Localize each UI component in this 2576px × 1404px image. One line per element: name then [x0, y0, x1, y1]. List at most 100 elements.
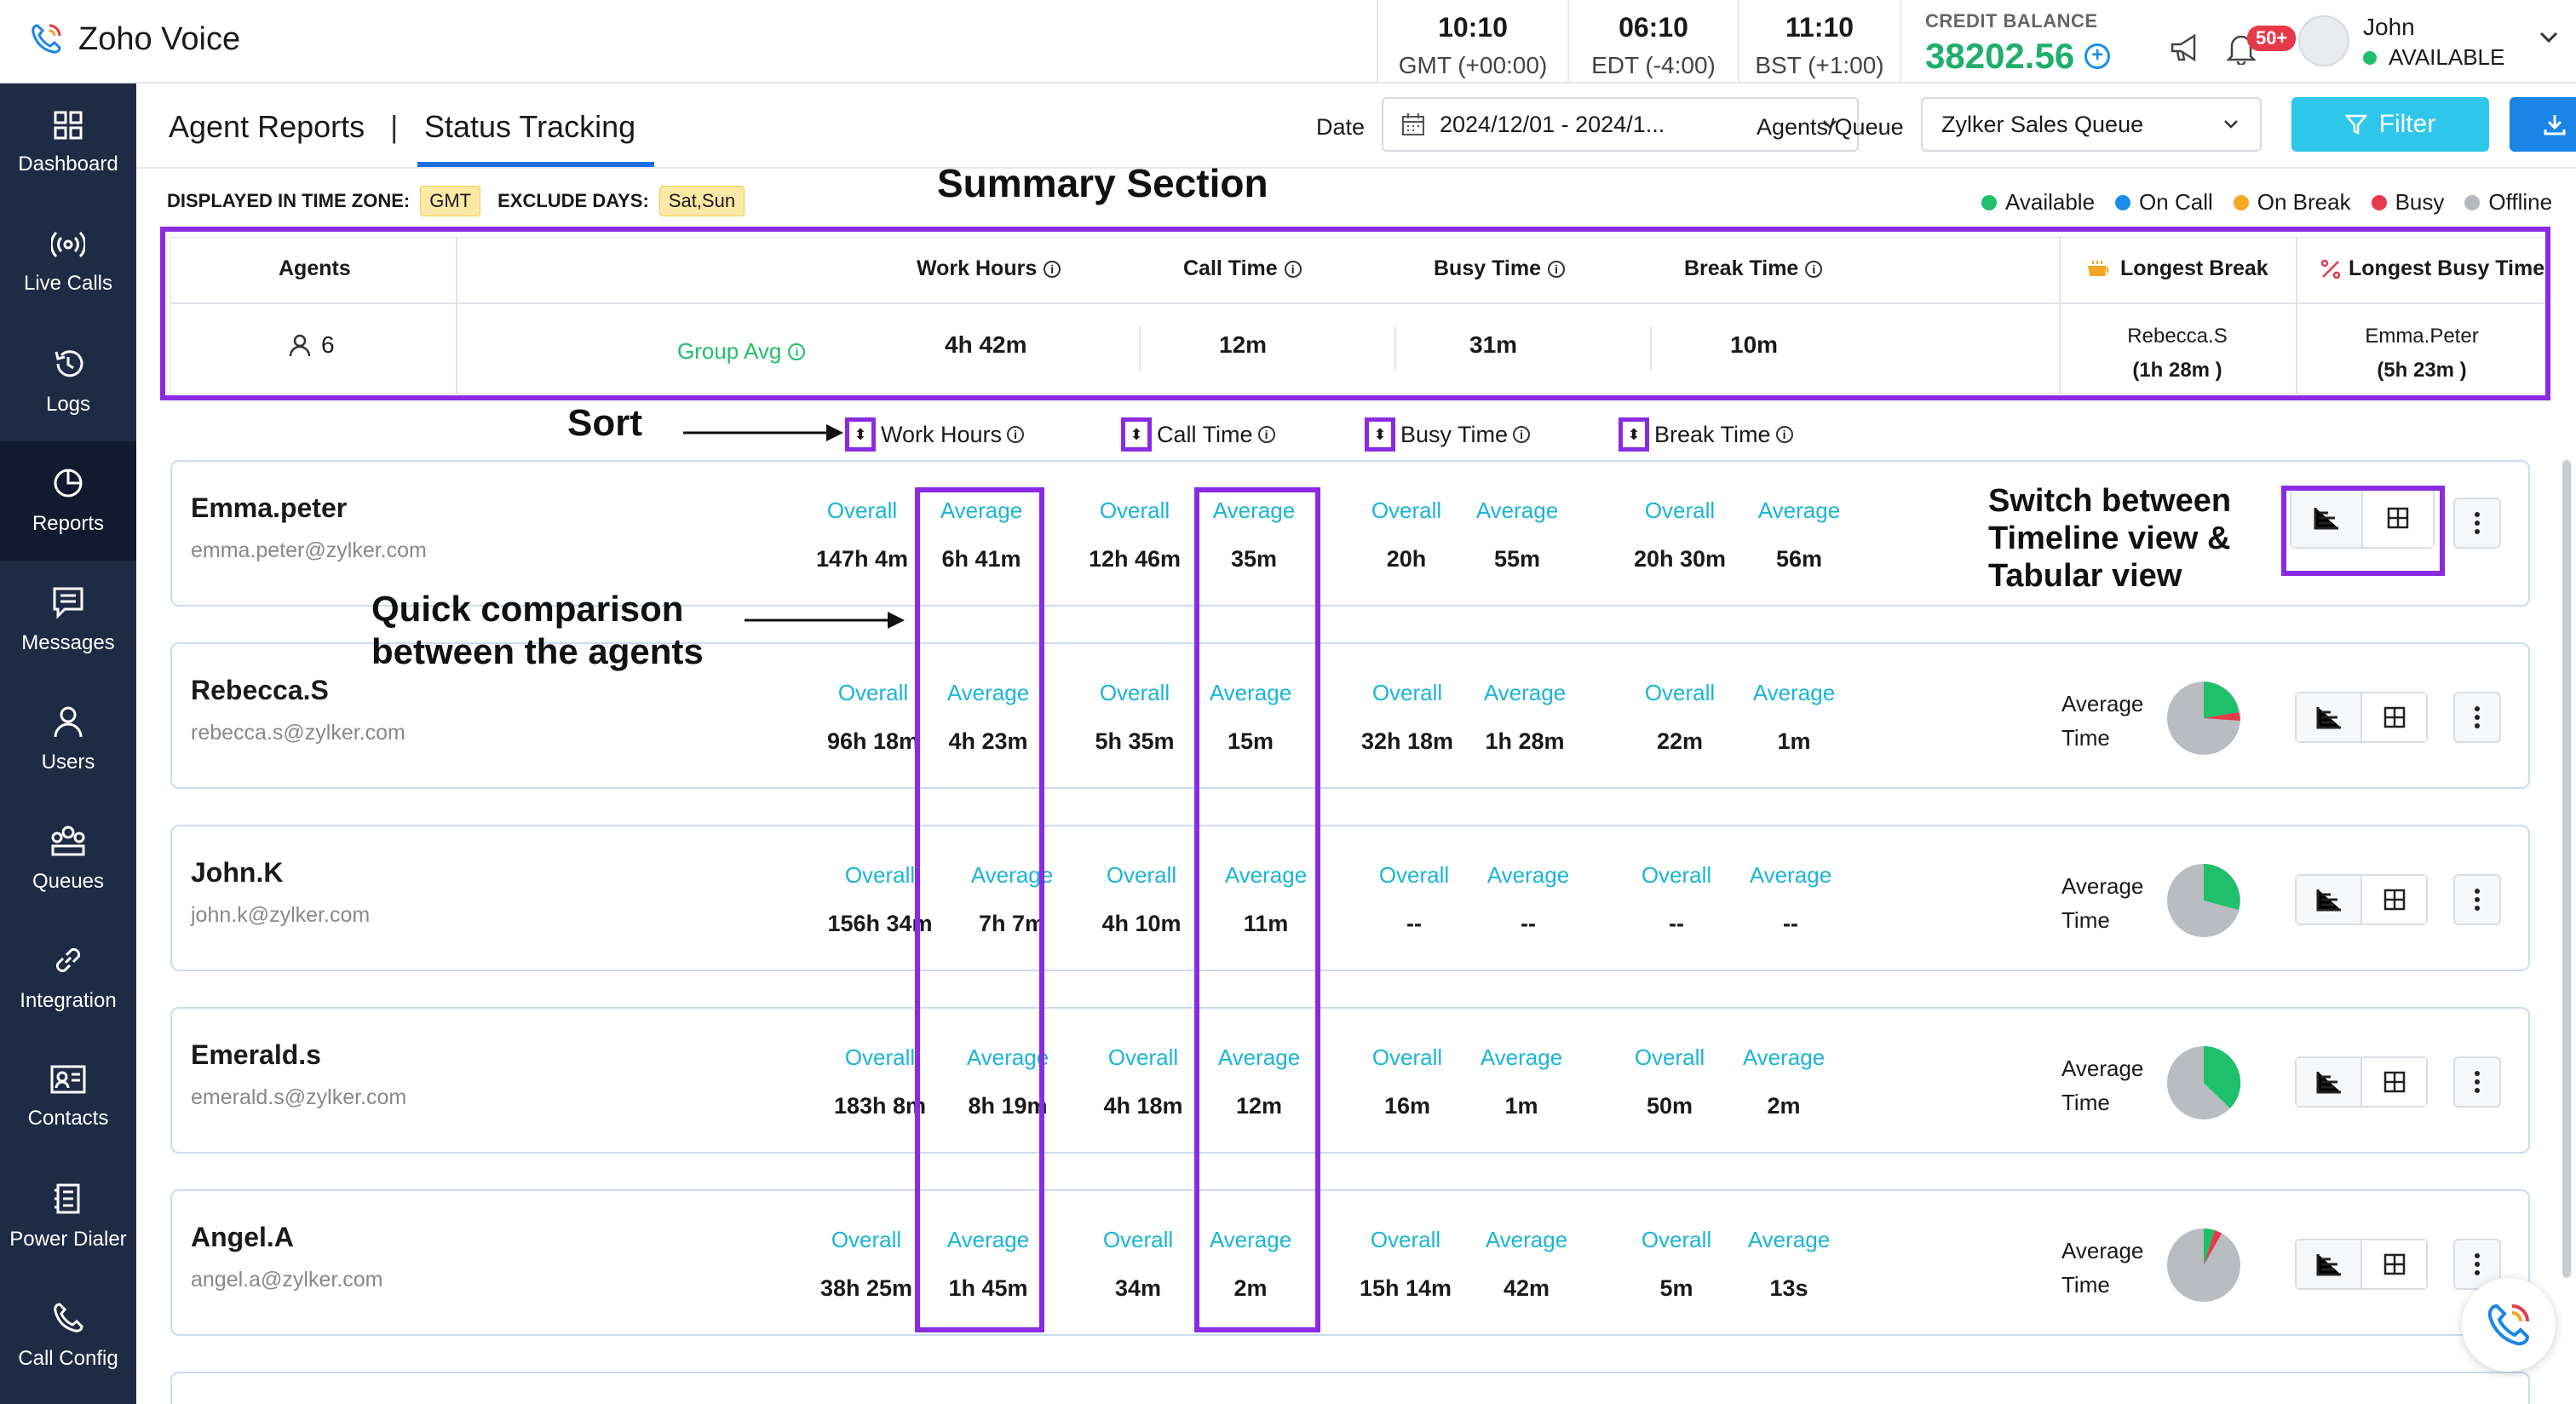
credit-amount: 38202.56 — [1925, 36, 2075, 76]
status-pie-chart[interactable] — [2165, 680, 2242, 757]
info-icon[interactable]: i — [1513, 426, 1531, 443]
group-avg-work-hours: 4h 42m — [945, 331, 1027, 358]
sort-busy-time[interactable]: ⬍ Busy Time i — [1365, 417, 1531, 452]
info-icon[interactable]: i — [1007, 426, 1025, 443]
sort-icon[interactable]: ⬍ — [1365, 417, 1395, 452]
dialer-fab-button[interactable] — [2462, 1278, 2556, 1372]
longest-busy-value: Emma.Peter (5h 23m ) — [2296, 319, 2548, 388]
agent-card[interactable]: Angel.A angel.a@zylker.com Overall 38h 25… — [170, 1189, 2530, 1336]
value: 5m — [1659, 1275, 1693, 1301]
sort-icon[interactable]: ⬍ — [1121, 417, 1152, 452]
sidebar-item-messages[interactable]: Messages — [0, 561, 136, 680]
busy-average: Average 42m — [1467, 1227, 1586, 1302]
annotation-line: Quick comparison — [371, 589, 684, 629]
queue-select[interactable]: Zylker Sales Queue — [1921, 97, 2262, 152]
avatar[interactable] — [2298, 15, 2349, 66]
agent-card[interactable]: Emerald.s emerald.s@zylker.com Overall 18… — [170, 1007, 2530, 1154]
more-options-button[interactable] — [2453, 692, 2501, 743]
more-options-button[interactable] — [2453, 874, 2501, 925]
sidebar-item-power-dialer[interactable]: Power Dialer — [0, 1157, 136, 1276]
tabular-view-button[interactable] — [2361, 489, 2433, 547]
timeline-view-button[interactable] — [2297, 693, 2360, 741]
clock-time: 10:10 — [1438, 12, 1508, 43]
status-pie-chart[interactable] — [2165, 1044, 2242, 1121]
queues-icon — [51, 826, 85, 856]
timeline-view-button[interactable] — [2297, 876, 2360, 924]
sidebar-item-label: Integration — [20, 989, 117, 1012]
label: Average — [1747, 1227, 1831, 1252]
announcement-icon[interactable] — [2169, 32, 2203, 63]
sidebar-item-contacts[interactable]: Contacts — [0, 1038, 136, 1157]
legend-dot — [2371, 194, 2387, 210]
tabular-view-button[interactable] — [2360, 876, 2426, 924]
sidebar-item-integration[interactable]: Integration — [0, 918, 136, 1038]
annotation-line: Timeline view & — [1988, 521, 2231, 556]
user-status[interactable]: AVAILABLE — [2363, 44, 2504, 71]
sort-call-time[interactable]: ⬍ Call Time i — [1121, 417, 1275, 452]
agent-email: rebecca.s@zylker.com — [191, 721, 405, 745]
date-range-picker[interactable]: 2024/12/01 - 2024/1... — [1382, 97, 1859, 152]
user-icon — [289, 334, 311, 357]
filter-button[interactable]: Filter — [2291, 97, 2489, 152]
value: 15m — [1227, 728, 1274, 754]
label-line: Time — [2061, 907, 2110, 933]
info-icon[interactable]: i — [1775, 426, 1793, 443]
tabular-view-button[interactable] — [2360, 1240, 2426, 1288]
info-icon[interactable]: i — [1805, 260, 1823, 278]
agent-card[interactable]: John.K john.k@zylker.com Overall 156h 34m… — [170, 825, 2530, 971]
legend-item-offline: Offline — [2464, 189, 2552, 216]
agent-card[interactable] — [170, 1372, 2530, 1404]
tab-status-tracking[interactable]: Status Tracking — [424, 109, 636, 144]
tabular-view-button[interactable] — [2360, 693, 2426, 741]
sidebar-item-label: Messages — [21, 631, 115, 654]
group-avg-break-time: 10m — [1730, 331, 1779, 358]
chevron-down-icon[interactable] — [2539, 31, 2559, 44]
sort-icon[interactable]: ⬍ — [845, 417, 876, 452]
agent-card[interactable]: Emma.peter emma.peter@zylker.com Overall… — [170, 460, 2530, 607]
value: 38h 25m — [819, 1275, 913, 1301]
call-average: Average 15m — [1191, 680, 1310, 755]
sidebar-item-reports[interactable]: Reports — [0, 441, 136, 561]
download-button[interactable] — [2510, 97, 2576, 152]
info-icon[interactable]: i — [1547, 260, 1565, 278]
legend-item-on-call: On Call — [2115, 189, 2213, 216]
timeline-view-button[interactable] — [2291, 489, 2361, 547]
label: Average — [1483, 680, 1567, 705]
more-options-button[interactable] — [2453, 498, 2501, 549]
sort-icon[interactable]: ⬍ — [1619, 417, 1649, 452]
sidebar-item-queues[interactable]: Queues — [0, 799, 136, 918]
app-brand[interactable]: Zoho Voice — [26, 19, 240, 60]
agent-card[interactable]: Rebecca.S rebecca.s@zylker.com Overall 96… — [170, 642, 2530, 789]
sidebar-item-call-config[interactable]: Call Config — [0, 1276, 136, 1395]
bell-icon[interactable] — [2227, 32, 2256, 65]
status-pie-chart[interactable] — [2165, 862, 2242, 939]
work-average: Average 8h 19m — [939, 1044, 1058, 1119]
sort-break-time[interactable]: ⬍ Break Time i — [1619, 417, 1793, 452]
chevron-down-icon — [1823, 120, 1837, 129]
value: 4h 23m — [948, 728, 1028, 754]
active-tab-indicator — [417, 162, 654, 167]
sidebar-item-users[interactable]: Users — [0, 680, 136, 799]
info-icon[interactable]: i — [1284, 260, 1302, 278]
info-icon[interactable]: i — [1257, 426, 1275, 443]
sidebar-item-dashboard[interactable]: Dashboard — [0, 83, 136, 203]
sort-work-hours[interactable]: ⬍ Work Hours i — [845, 417, 1025, 452]
value: 12h 46m — [1088, 546, 1182, 572]
average-time-label: Average Time — [2061, 1051, 2143, 1119]
status-pie-chart[interactable] — [2165, 1227, 2242, 1303]
timeline-view-button[interactable] — [2297, 1240, 2360, 1288]
timeline-view-button[interactable] — [2297, 1058, 2360, 1106]
more-options-button[interactable] — [2453, 1056, 2501, 1108]
sidebar-item-logs[interactable]: Logs — [0, 322, 136, 441]
info-icon[interactable]: i — [1044, 260, 1061, 278]
add-credit-icon[interactable]: + — [2084, 43, 2111, 69]
call-overall: Overall 4h 18m — [1084, 1044, 1203, 1119]
agent-name: Emerald.s — [191, 1039, 321, 1070]
scrollbar[interactable] — [2562, 460, 2571, 1278]
call-overall: Overall 34m — [1078, 1227, 1198, 1302]
tab-agent-reports[interactable]: Agent Reports — [169, 109, 365, 144]
tabular-view-button[interactable] — [2360, 1058, 2426, 1106]
info-icon[interactable]: i — [788, 342, 806, 360]
break-overall: Overall 50m — [1610, 1044, 1729, 1119]
sidebar-item-live-calls[interactable]: Live Calls — [0, 203, 136, 322]
